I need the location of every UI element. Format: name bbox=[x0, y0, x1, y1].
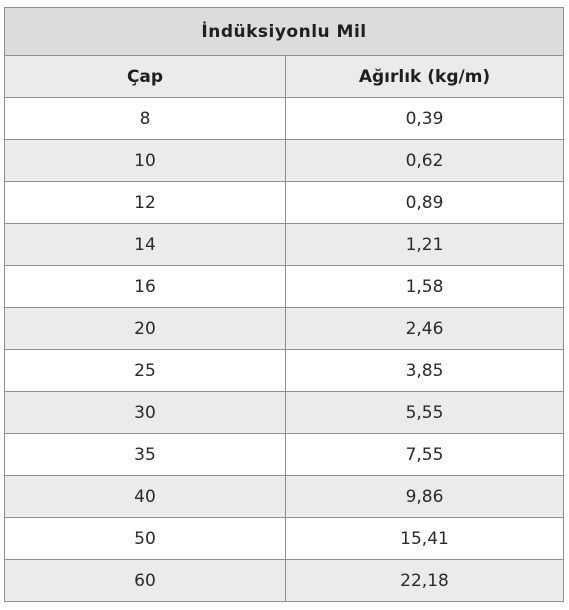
table-row: 30 5,55 bbox=[4, 391, 565, 434]
header-row: Çap Ağırlık (kg/m) bbox=[4, 55, 565, 98]
weight-cell: 2,46 bbox=[284, 307, 565, 350]
diameter-cell: 14 bbox=[4, 223, 286, 266]
table-row: 14 1,21 bbox=[4, 223, 565, 266]
weight-cell: 0,39 bbox=[284, 97, 565, 140]
weight-table: İndüksiyonlu Mil Çap Ağırlık (kg/m) 8 0,… bbox=[3, 7, 565, 602]
diameter-cell: 40 bbox=[4, 475, 286, 518]
table-row: 25 3,85 bbox=[4, 349, 565, 392]
weight-cell: 7,55 bbox=[284, 433, 565, 476]
weight-cell: 3,85 bbox=[284, 349, 565, 392]
weight-cell: 0,89 bbox=[284, 181, 565, 224]
weight-cell: 1,58 bbox=[284, 265, 565, 308]
table-row: 20 2,46 bbox=[4, 307, 565, 350]
column-header-weight: Ağırlık (kg/m) bbox=[284, 55, 565, 98]
table-row: 35 7,55 bbox=[4, 433, 565, 476]
title-row: İndüksiyonlu Mil bbox=[3, 7, 565, 56]
weight-cell: 0,62 bbox=[284, 139, 565, 182]
table-row: 12 0,89 bbox=[4, 181, 565, 224]
diameter-cell: 12 bbox=[4, 181, 286, 224]
weight-cell: 9,86 bbox=[284, 475, 565, 518]
column-header-diameter: Çap bbox=[4, 55, 286, 98]
table-row: 60 22,18 bbox=[4, 559, 565, 602]
table-title: İndüksiyonlu Mil bbox=[3, 7, 565, 56]
diameter-cell: 50 bbox=[4, 517, 286, 560]
weight-cell: 1,21 bbox=[284, 223, 565, 266]
diameter-cell: 16 bbox=[4, 265, 286, 308]
diameter-cell: 35 bbox=[4, 433, 286, 476]
weight-cell: 5,55 bbox=[284, 391, 565, 434]
diameter-cell: 8 bbox=[4, 97, 286, 140]
weight-cell: 22,18 bbox=[284, 559, 565, 602]
diameter-cell: 30 bbox=[4, 391, 286, 434]
diameter-cell: 20 bbox=[4, 307, 286, 350]
diameter-cell: 10 bbox=[4, 139, 286, 182]
table-row: 40 9,86 bbox=[4, 475, 565, 518]
diameter-cell: 25 bbox=[4, 349, 286, 392]
table-row: 50 15,41 bbox=[4, 517, 565, 560]
diameter-cell: 60 bbox=[4, 559, 286, 602]
table-row: 8 0,39 bbox=[4, 97, 565, 140]
weight-cell: 15,41 bbox=[284, 517, 565, 560]
table-row: 10 0,62 bbox=[4, 139, 565, 182]
table-row: 16 1,58 bbox=[4, 265, 565, 308]
